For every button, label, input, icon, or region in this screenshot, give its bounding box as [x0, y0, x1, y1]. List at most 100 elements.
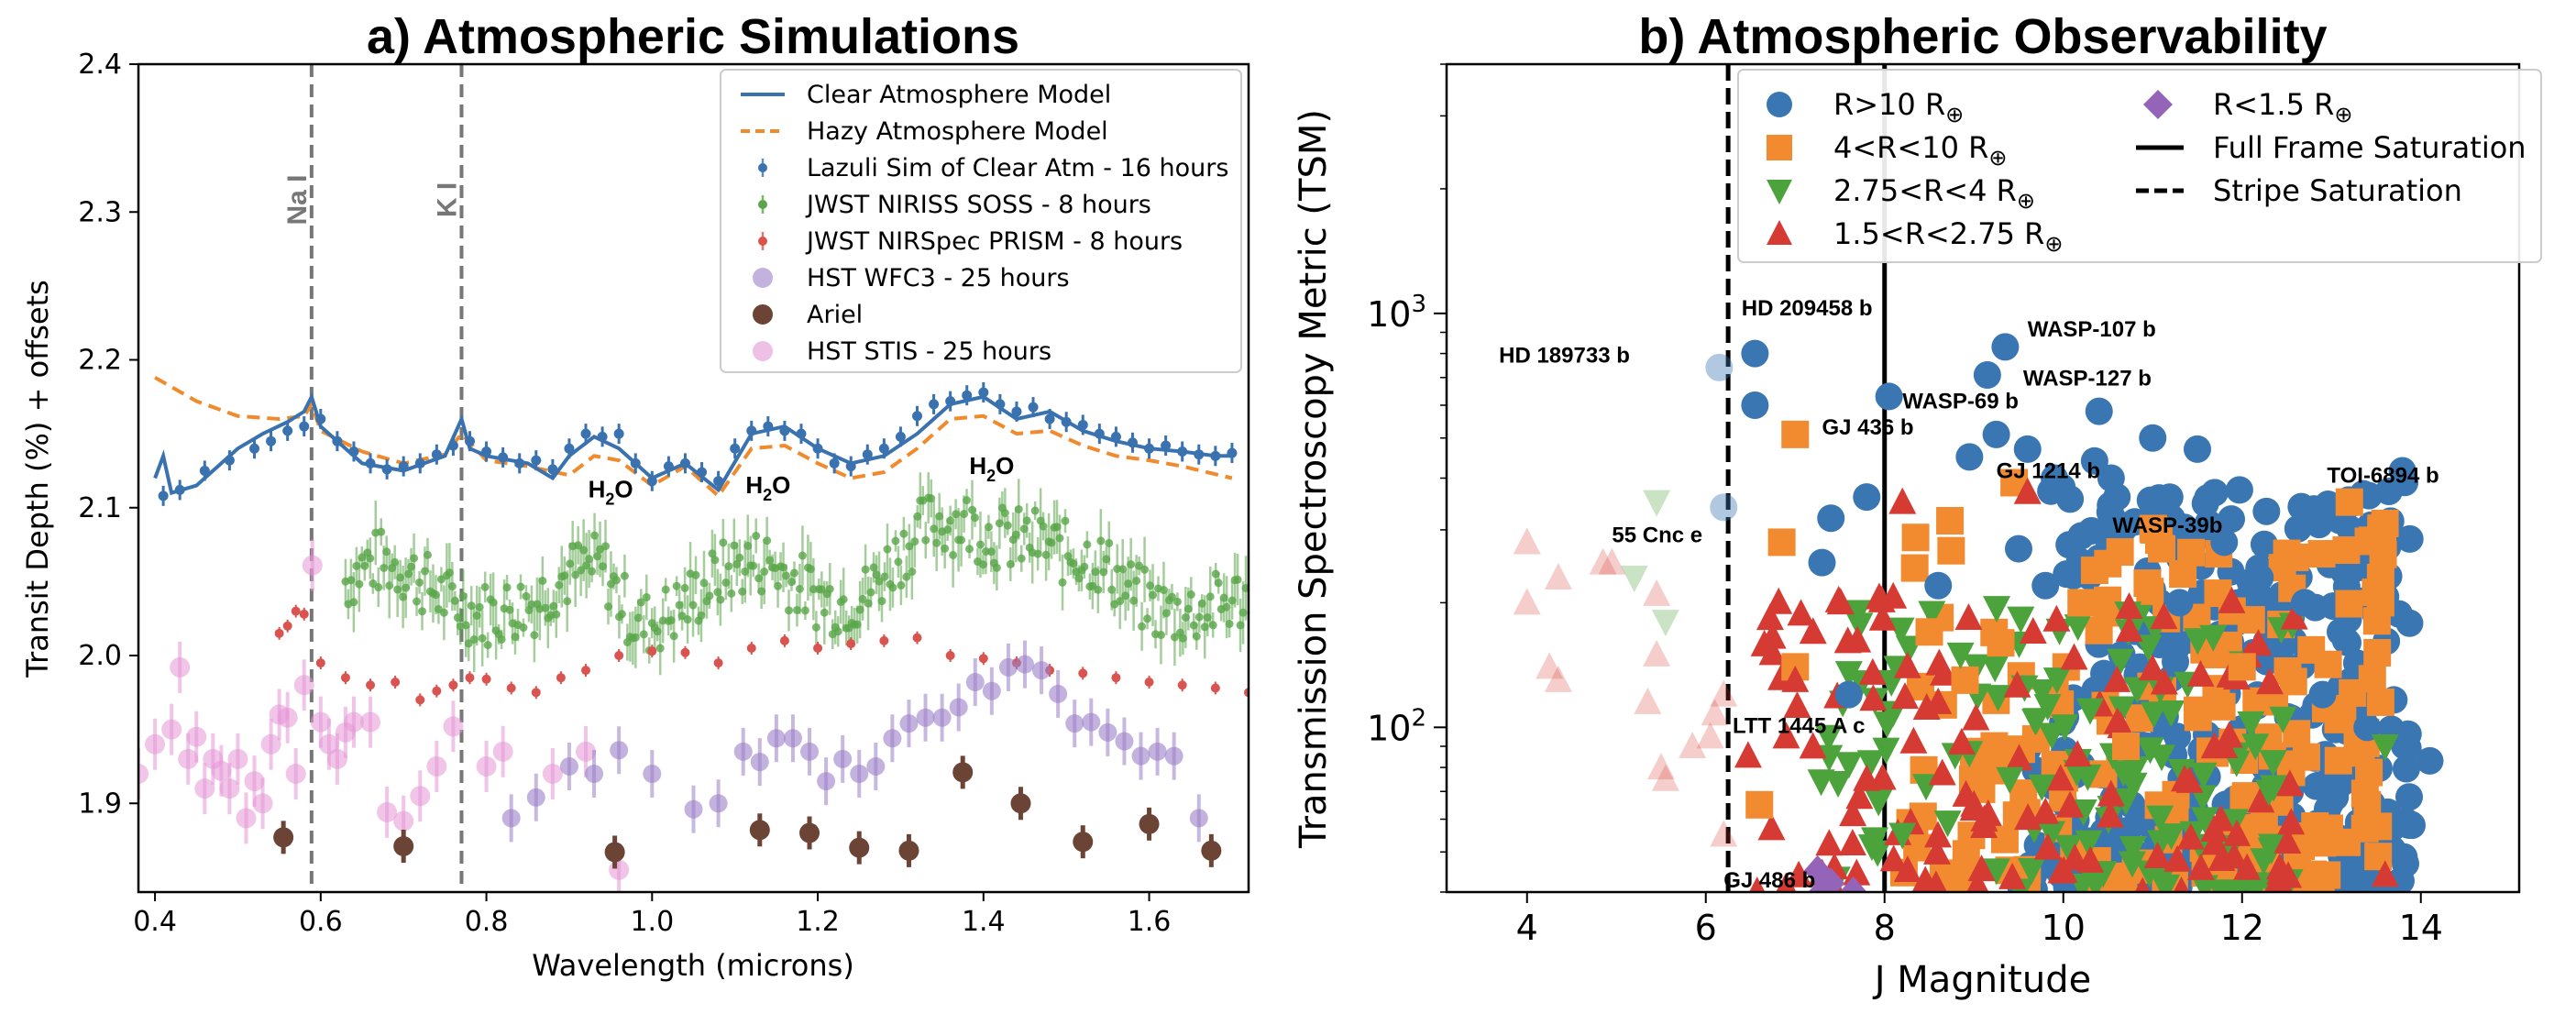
ariel-point [273, 827, 294, 848]
prism-point [680, 647, 690, 657]
soss-point [1233, 575, 1242, 584]
planet-marker-giant [1991, 333, 2020, 361]
legend-swatch-circle [753, 268, 773, 288]
planet-marker [1981, 656, 2009, 683]
planet-marker [2200, 815, 2229, 843]
planet-marker-neptune [2228, 653, 2256, 681]
wfc3-point [1115, 732, 1134, 751]
prism-point [813, 643, 823, 653]
lazuli-point [580, 428, 591, 439]
soss-point [349, 598, 358, 607]
saturated-planet-marker [1513, 588, 1541, 615]
planet-marker [1942, 865, 1970, 892]
soss-point [374, 583, 383, 592]
soss-point [563, 597, 572, 606]
soss-point [688, 601, 698, 610]
planet-marker [2014, 803, 2042, 831]
lazuli-point [1011, 406, 1022, 417]
soss-point [418, 607, 427, 616]
ariel-point [799, 822, 820, 843]
planet-marker [1856, 750, 1885, 777]
soss-point [1172, 597, 1182, 606]
legend-swatch-circle [1767, 92, 1792, 117]
soss-point [782, 571, 791, 580]
wfc3-point [817, 772, 836, 791]
planet-marker-giant [1853, 483, 1881, 512]
planet-marker-giant [2165, 589, 2194, 617]
planet-marker-neptune [1767, 528, 1796, 557]
soss-point [839, 595, 848, 604]
lazuli-point [1194, 449, 1205, 460]
lazuli-point [1028, 402, 1039, 413]
planet-marker [1757, 813, 1786, 841]
soss-point [891, 536, 900, 546]
soss-point [965, 545, 974, 554]
stis-point [542, 764, 563, 784]
planet-marker [1824, 771, 1853, 799]
soss-point [1003, 521, 1012, 530]
planet-marker [2169, 560, 2197, 589]
saturated-planet-marker [1643, 639, 1671, 667]
planet-marker-giant [1973, 360, 2001, 389]
lazuli-point [945, 396, 956, 407]
planet-marker [2241, 733, 2270, 761]
planet-marker [1893, 651, 1921, 678]
h2o-sub: 2 [763, 486, 772, 504]
soss-point [385, 581, 394, 590]
planet-marker-giant [2080, 446, 2108, 475]
legend-label: JWST NIRISS SOSS - 8 hours [805, 191, 1151, 219]
soss-point [1132, 576, 1141, 585]
soss-point [941, 544, 950, 553]
planet-marker-subneptune [1888, 822, 1917, 850]
planet-marker [2007, 606, 2035, 634]
planet-marker-giant [1741, 339, 1769, 368]
planet-marker [2103, 707, 2131, 734]
prism-point [1210, 683, 1220, 693]
planet-marker [2163, 844, 2192, 872]
prism-point [1078, 668, 1088, 678]
planet-marker-neptune [2366, 564, 2394, 592]
planet-marker [2064, 614, 2092, 642]
prism-point [531, 688, 541, 698]
planet-marker-subneptune [2148, 744, 2175, 772]
planet-marker-superearth [2013, 477, 2042, 504]
soss-point [538, 577, 547, 586]
legend-label: Clear Atmosphere Model [807, 81, 1111, 109]
planet-marker [2207, 844, 2236, 872]
stis-point [236, 808, 257, 829]
planet-marker [2112, 788, 2141, 815]
planet-marker-giant [1955, 443, 1984, 471]
stis-point [138, 764, 149, 784]
soss-point [820, 608, 829, 617]
soss-point [1105, 538, 1114, 547]
panel-b-legend-box [1737, 69, 2542, 263]
legend-label-main: R<1.5 R [2213, 87, 2334, 122]
wfc3-point [1015, 655, 1034, 674]
stis-point [393, 810, 414, 832]
planet-marker-giant [1705, 353, 1734, 381]
lazuli-point [1077, 419, 1088, 430]
h2o-annotation: H2O [969, 452, 1014, 485]
planet-marker [2042, 604, 2071, 632]
planet-marker [2060, 643, 2088, 670]
planet-label: GJ 436 b [1822, 415, 1914, 440]
soss-point [680, 583, 689, 592]
planet-marker [2390, 732, 2418, 760]
x-tick-label: 8 [1874, 908, 1896, 948]
prism-point [391, 678, 401, 688]
planet-marker-subneptune [1996, 766, 2024, 794]
planet-marker [1933, 810, 1962, 838]
planet-marker-giant [2085, 397, 2113, 425]
lazuli-point [1227, 447, 1238, 458]
soss-point [710, 556, 720, 565]
soss-point [957, 535, 966, 545]
x-tick-label: 0.6 [299, 906, 343, 938]
legend-label-sub: ⊕ [2334, 102, 2352, 127]
soss-point [888, 583, 897, 592]
prism-point [506, 683, 516, 693]
stis-point [211, 760, 232, 781]
lazuli-point [995, 399, 1006, 410]
planet-marker [2314, 650, 2342, 678]
prism-point [614, 651, 624, 660]
x-tick-label: 1.2 [796, 906, 840, 938]
